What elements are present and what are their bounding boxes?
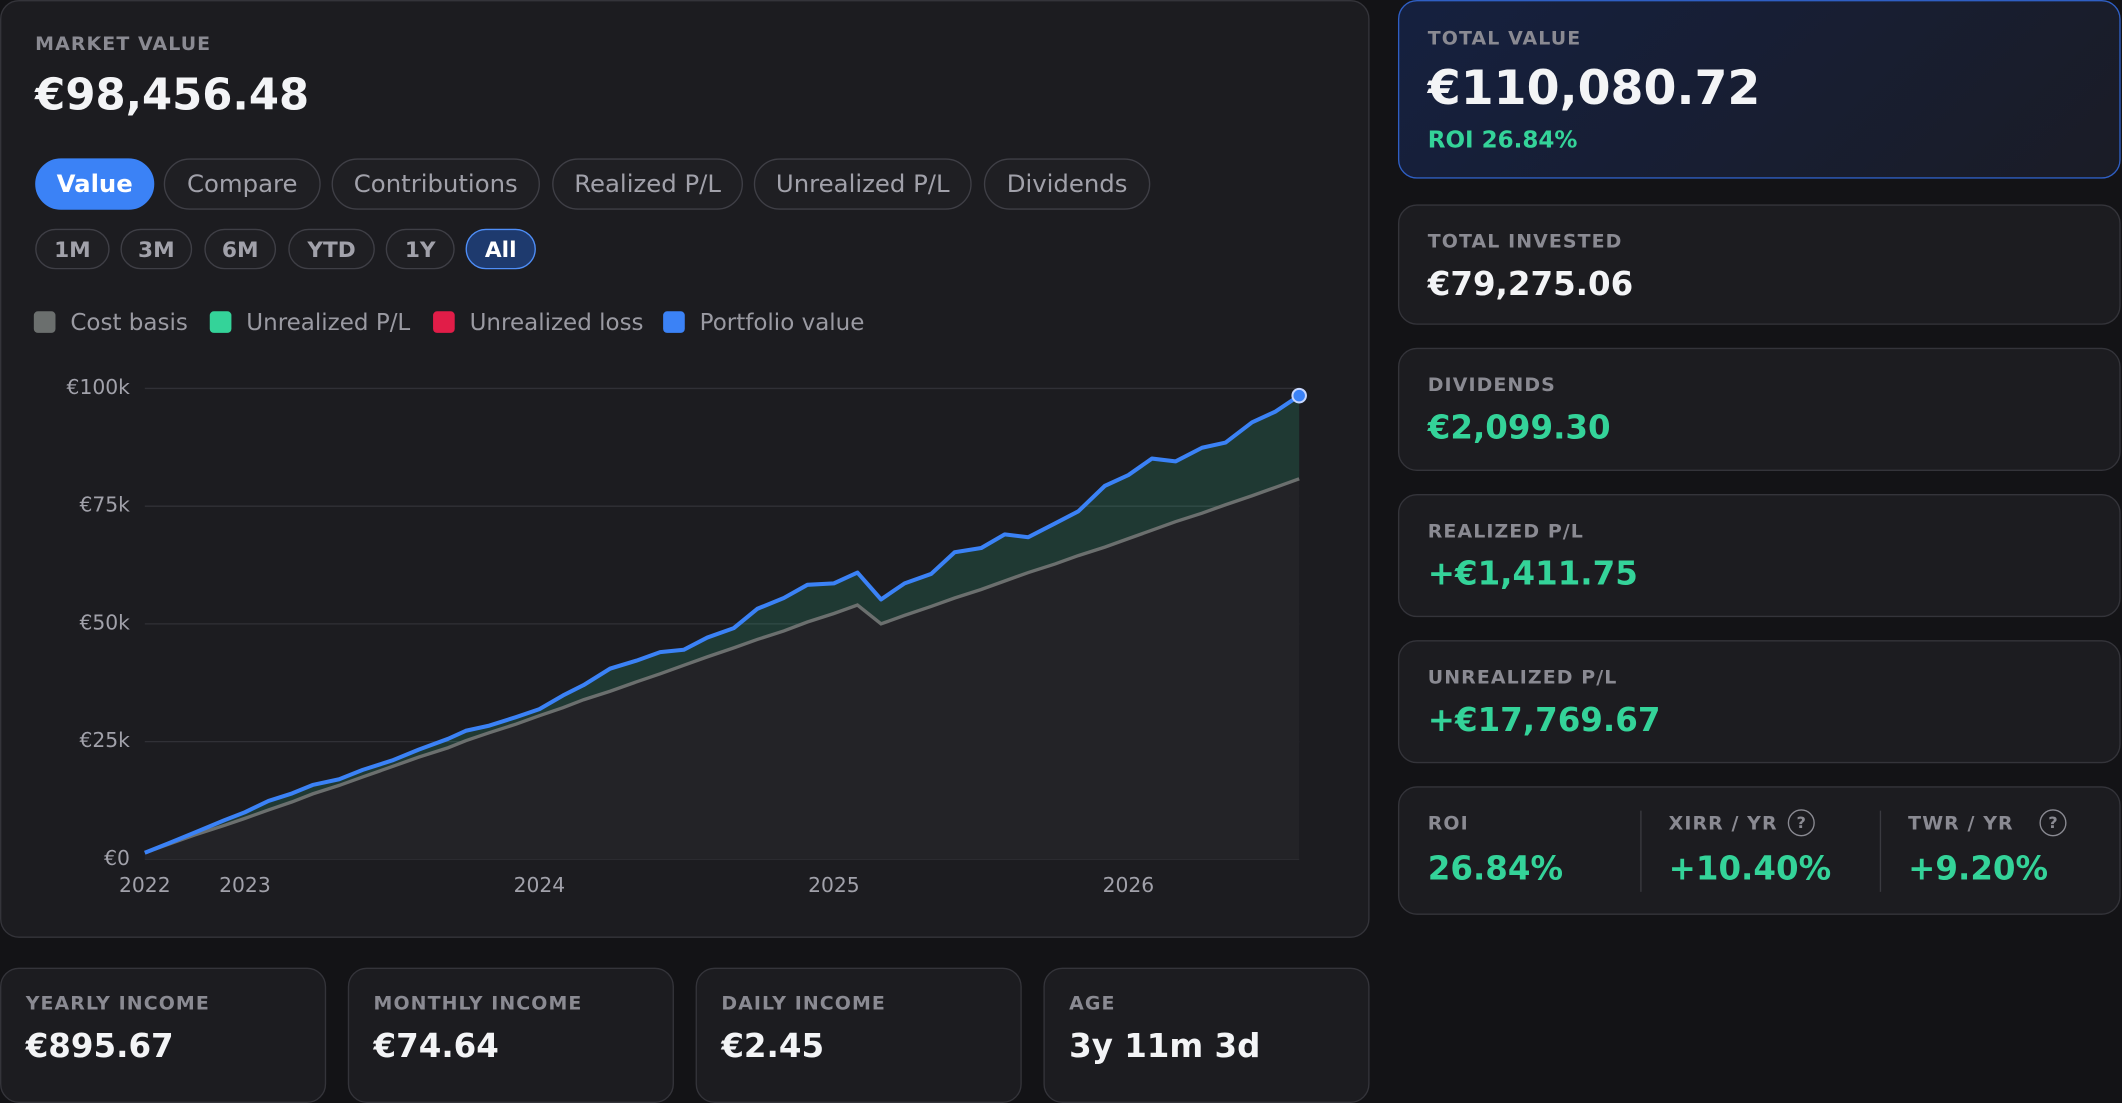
metric-label: ROI	[1427, 813, 1469, 835]
tab[interactable]: Dividends	[983, 158, 1151, 210]
range-button[interactable]: 6M	[204, 228, 277, 270]
y-tick-label: €50k	[79, 610, 130, 634]
divider	[1879, 810, 1882, 892]
legend-label: Unrealized P/L	[246, 310, 410, 336]
metric-value: +9.20%	[1908, 849, 2049, 888]
tab[interactable]: Compare	[163, 158, 321, 210]
income-label: YEARLY INCOME	[25, 993, 210, 1015]
summary-value: €2,099.30	[1427, 408, 1611, 447]
tab[interactable]: Contributions	[331, 158, 540, 210]
summary-label: DIVIDENDS	[1427, 374, 1556, 397]
income-label: AGE	[1069, 993, 1116, 1015]
market-label: MARKET VALUE	[35, 33, 212, 56]
x-tick-label: 2025	[808, 873, 860, 897]
legend-swatch	[663, 311, 685, 333]
summary-card: REALIZED P/L +€1,411.75	[1397, 493, 2121, 618]
divider	[1640, 810, 1642, 892]
total-value-card: TOTAL VALUE €110,080.72 ROI 26.84%	[1397, 0, 2121, 179]
summary-value: €79,275.06	[1427, 265, 1634, 304]
help-icon[interactable]: ?	[2039, 809, 2067, 837]
income-label: MONTHLY INCOME	[373, 993, 583, 1015]
range-button[interactable]: 1M	[35, 228, 110, 270]
legend-swatch	[209, 311, 232, 333]
legend-swatch	[33, 311, 56, 333]
range-button[interactable]: 3M	[120, 228, 193, 270]
income-value: €895.67	[25, 1027, 174, 1066]
total-roi: ROI 26.84%	[1427, 127, 1578, 155]
metric-label: TWR / YR	[1908, 813, 2014, 835]
summary-label: UNREALIZED P/L	[1427, 667, 1618, 689]
metrics-card: ROI 26.84% XIRR / YR? +10.40% TWR / YR? +9.20…	[1397, 786, 2121, 915]
help-icon[interactable]: ?	[1787, 809, 1815, 837]
summary-card: UNREALIZED P/L +€17,769.67	[1397, 640, 2121, 764]
total-value: €110,080.72	[1427, 62, 1761, 117]
summary-card: DIVIDENDS €2,099.30	[1397, 347, 2121, 471]
total-value-label: TOTAL VALUE	[1427, 28, 1582, 51]
summary-value: +€17,769.67	[1427, 701, 1661, 739]
x-tick-label: 2023	[219, 873, 271, 897]
summary-card: TOTAL INVESTED €79,275.06	[1397, 204, 2121, 325]
summary-label: REALIZED P/L	[1427, 521, 1584, 543]
legend-swatch	[433, 311, 455, 333]
income-label: DAILY INCOME	[721, 993, 886, 1015]
y-tick-label: €75k	[79, 493, 130, 517]
cost-line	[144, 477, 1300, 855]
tab[interactable]: Unrealized P/L	[753, 158, 972, 210]
value-line	[144, 393, 1301, 855]
x-tick-label: 2026	[1103, 873, 1155, 897]
income-card: MONTHLY INCOME €74.64	[347, 967, 674, 1103]
tab[interactable]: Realized P/L	[552, 158, 743, 210]
income-card: AGE 3y 11m 3d	[1043, 967, 1370, 1103]
range-button[interactable]: 1Y	[385, 228, 455, 270]
cost-area	[144, 478, 1300, 860]
end-point	[1291, 387, 1307, 404]
legend-label: Cost basis	[70, 310, 188, 336]
y-tick-label: €100k	[67, 375, 131, 399]
tab[interactable]: Value	[35, 158, 155, 210]
metric-label: XIRR / YR	[1668, 813, 1778, 835]
x-tick-label: 2024	[514, 873, 566, 897]
metric-value: +10.40%	[1668, 849, 1832, 888]
x-tick-label: 2022	[119, 873, 171, 897]
income-card: YEARLY INCOME €895.67	[0, 967, 327, 1103]
income-value: €2.45	[721, 1027, 825, 1066]
metric-value: 26.84%	[1427, 849, 1564, 888]
chart: Cost basis Unrealized P/L Unrealized loss P…	[33, 310, 1307, 897]
range-button[interactable]: YTD	[288, 228, 375, 270]
income-value: €74.64	[373, 1027, 499, 1066]
y-tick-label: €0	[104, 846, 130, 870]
income-card: DAILY INCOME €2.45	[695, 967, 1022, 1103]
y-tick-label: €25k	[79, 728, 130, 752]
market-value: €98,456.48	[35, 69, 310, 121]
legend-label: Unrealized loss	[470, 310, 644, 336]
range-button[interactable]: All	[465, 228, 536, 270]
summary-label: TOTAL INVESTED	[1427, 231, 1623, 254]
legend-label: Portfolio value	[700, 310, 865, 336]
summary-value: +€1,411.75	[1427, 554, 1638, 593]
income-value: 3y 11m 3d	[1069, 1027, 1261, 1066]
